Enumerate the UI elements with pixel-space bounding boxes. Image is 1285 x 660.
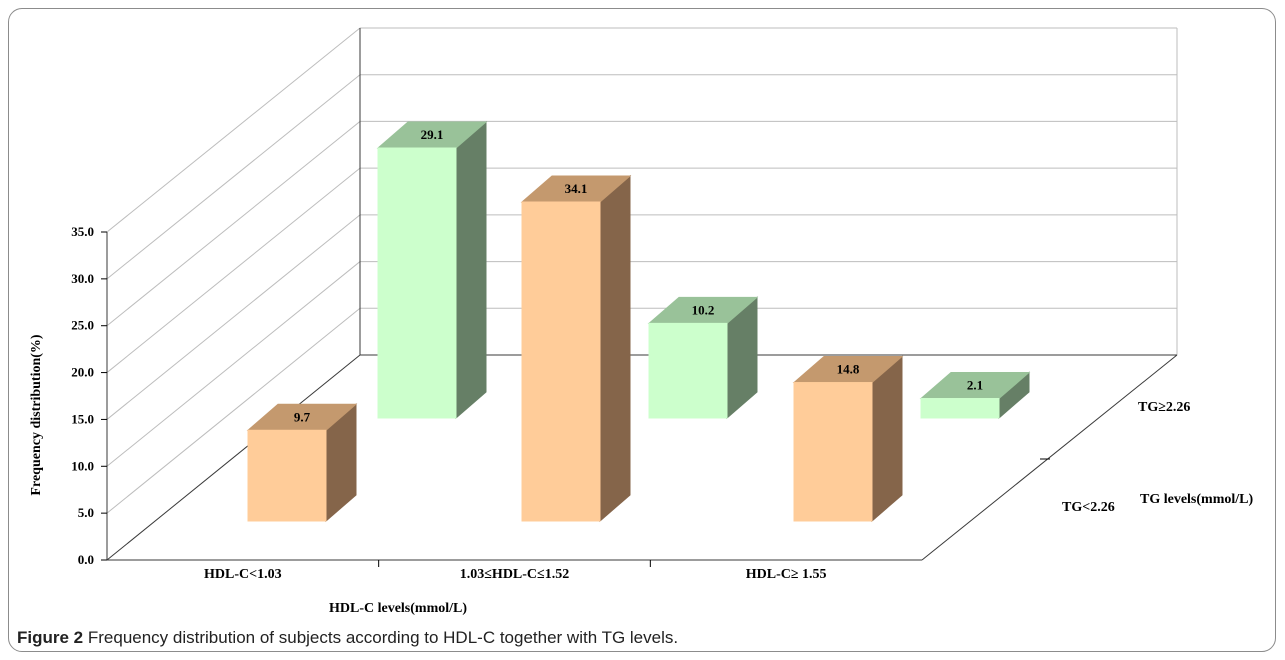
figure-frame — [8, 8, 1276, 652]
side-gridline — [106, 307, 361, 514]
side-gridline — [106, 27, 361, 233]
side-gridline — [106, 121, 361, 327]
bar-side — [871, 355, 903, 523]
chart-walls: 0.0 5.0 10.0 15.0 20.0 25.0 30.0 35.0 HDL-C<1.03… — [71, 27, 1190, 582]
z-tick-label: TG≥2.26 — [1138, 400, 1190, 415]
chart-bars: 29.1 10.2 2.1 9.7 34.1 14.8 — [246, 120, 1031, 523]
x-tick-label: HDL-C≥ 1.55 — [746, 567, 827, 582]
side-gridline — [106, 167, 361, 373]
floor-right-edge — [921, 354, 1178, 561]
y-tick-label: 35.0 — [71, 224, 94, 239]
side-gridline — [106, 261, 361, 467]
bar-side — [455, 120, 487, 420]
floor-left-edge — [106, 354, 361, 561]
y-tick-label: 20.0 — [71, 365, 94, 380]
x-tick-label: HDL-C<1.03 — [204, 567, 282, 582]
bar — [793, 382, 873, 522]
z-axis-title: TG levels(mmol/L) — [1140, 492, 1253, 507]
y-axis-title: Frequency distribution(%) — [29, 334, 44, 495]
side-gridline — [106, 74, 361, 280]
y-tick-label: 0.0 — [78, 552, 94, 567]
figure-caption-text: Frequency distribution of subjects accor… — [87, 628, 679, 647]
bar — [648, 322, 728, 419]
x-axis-title: HDL-C levels(mmol/L) — [329, 601, 467, 616]
data-label: 2.1 — [967, 378, 983, 393]
y-tick-label: 15.0 — [71, 411, 94, 426]
data-label: 29.1 — [421, 127, 444, 142]
data-label: 34.1 — [565, 181, 588, 196]
y-tick-label: 10.0 — [71, 458, 94, 473]
y-tick-label: 30.0 — [71, 271, 94, 286]
figure-caption: Figure 2 Frequency distribution of subje… — [17, 628, 678, 648]
x-tick-label: 1.03≤HDL-C≤1.52 — [460, 567, 569, 582]
bar-side — [599, 174, 631, 523]
bar — [920, 398, 1000, 419]
data-label: 9.7 — [294, 409, 311, 424]
y-tick-label: 5.0 — [78, 505, 94, 520]
figure-caption-label: Figure 2 — [17, 628, 84, 647]
bar — [247, 429, 327, 522]
y-tick-label: 25.0 — [71, 318, 94, 333]
data-label: 14.8 — [837, 362, 860, 377]
side-gridline — [106, 214, 361, 420]
z-tick-label: TG<2.26 — [1062, 500, 1115, 515]
data-label: 10.2 — [692, 302, 715, 317]
bar — [377, 147, 457, 419]
bar — [521, 201, 601, 522]
